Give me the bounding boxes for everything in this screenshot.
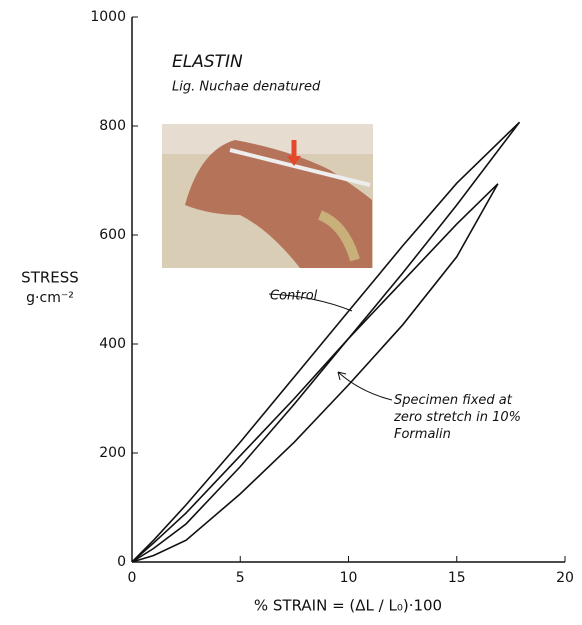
x-axis-label: % STRAIN = (ΔL / L₀)·100 (254, 597, 442, 615)
y-axis-label: STRESS (21, 269, 79, 287)
chart-subtitle: Lig. Nuchae denatured (172, 80, 321, 95)
series-label: Specimen fixed at zero stretch in 10% Fo… (394, 393, 521, 442)
data-line (131, 183, 499, 563)
annotation-pointer (268, 293, 353, 312)
x-tick-label: 20 (556, 570, 574, 586)
annotation-pointer (337, 371, 393, 401)
annotation-arrowhead (337, 371, 347, 381)
y-tick-label: 600 (99, 227, 126, 243)
x-tick-label: 5 (236, 570, 245, 586)
y-tick-label: 200 (99, 445, 126, 461)
x-tick-label: 10 (340, 570, 358, 586)
data-line (131, 121, 521, 563)
y-tick-label: 400 (99, 336, 126, 352)
chart-title: ELASTIN (172, 52, 243, 72)
y-axis-unit: g·cm⁻² (26, 290, 74, 306)
y-tick-label: 0 (117, 554, 126, 570)
x-tick-label: 0 (128, 570, 137, 586)
series-label: Control (270, 289, 318, 304)
photo-inset (162, 124, 373, 268)
x-tick-label: 15 (448, 570, 466, 586)
y-tick-label: 1000 (90, 9, 126, 25)
y-tick-label: 800 (99, 118, 126, 134)
